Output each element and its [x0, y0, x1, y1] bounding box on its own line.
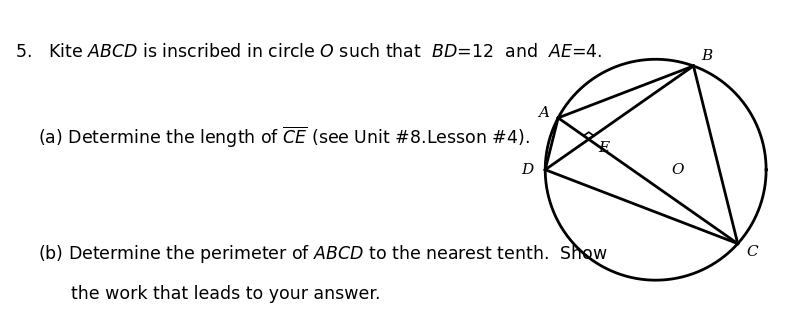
Text: the work that leads to your answer.: the work that leads to your answer. [38, 285, 381, 303]
Text: (b) Determine the perimeter of $\mathit{ABCD}$ to the nearest tenth.  Show: (b) Determine the perimeter of $\mathit{… [38, 243, 608, 265]
Text: 5.   Kite $\mathit{ABCD}$ is inscribed in circle $\mathit{O}$ such that  $\mathi: 5. Kite $\mathit{ABCD}$ is inscribed in … [15, 43, 602, 61]
Text: C: C [746, 245, 758, 259]
Text: D: D [522, 163, 534, 177]
Text: (a) Determine the length of $\overline{CE}$ (see Unit #8.Lesson #4).: (a) Determine the length of $\overline{C… [38, 125, 530, 150]
Text: A: A [538, 107, 549, 120]
Text: O: O [671, 163, 684, 177]
Text: B: B [701, 49, 712, 63]
Text: E: E [598, 141, 609, 155]
